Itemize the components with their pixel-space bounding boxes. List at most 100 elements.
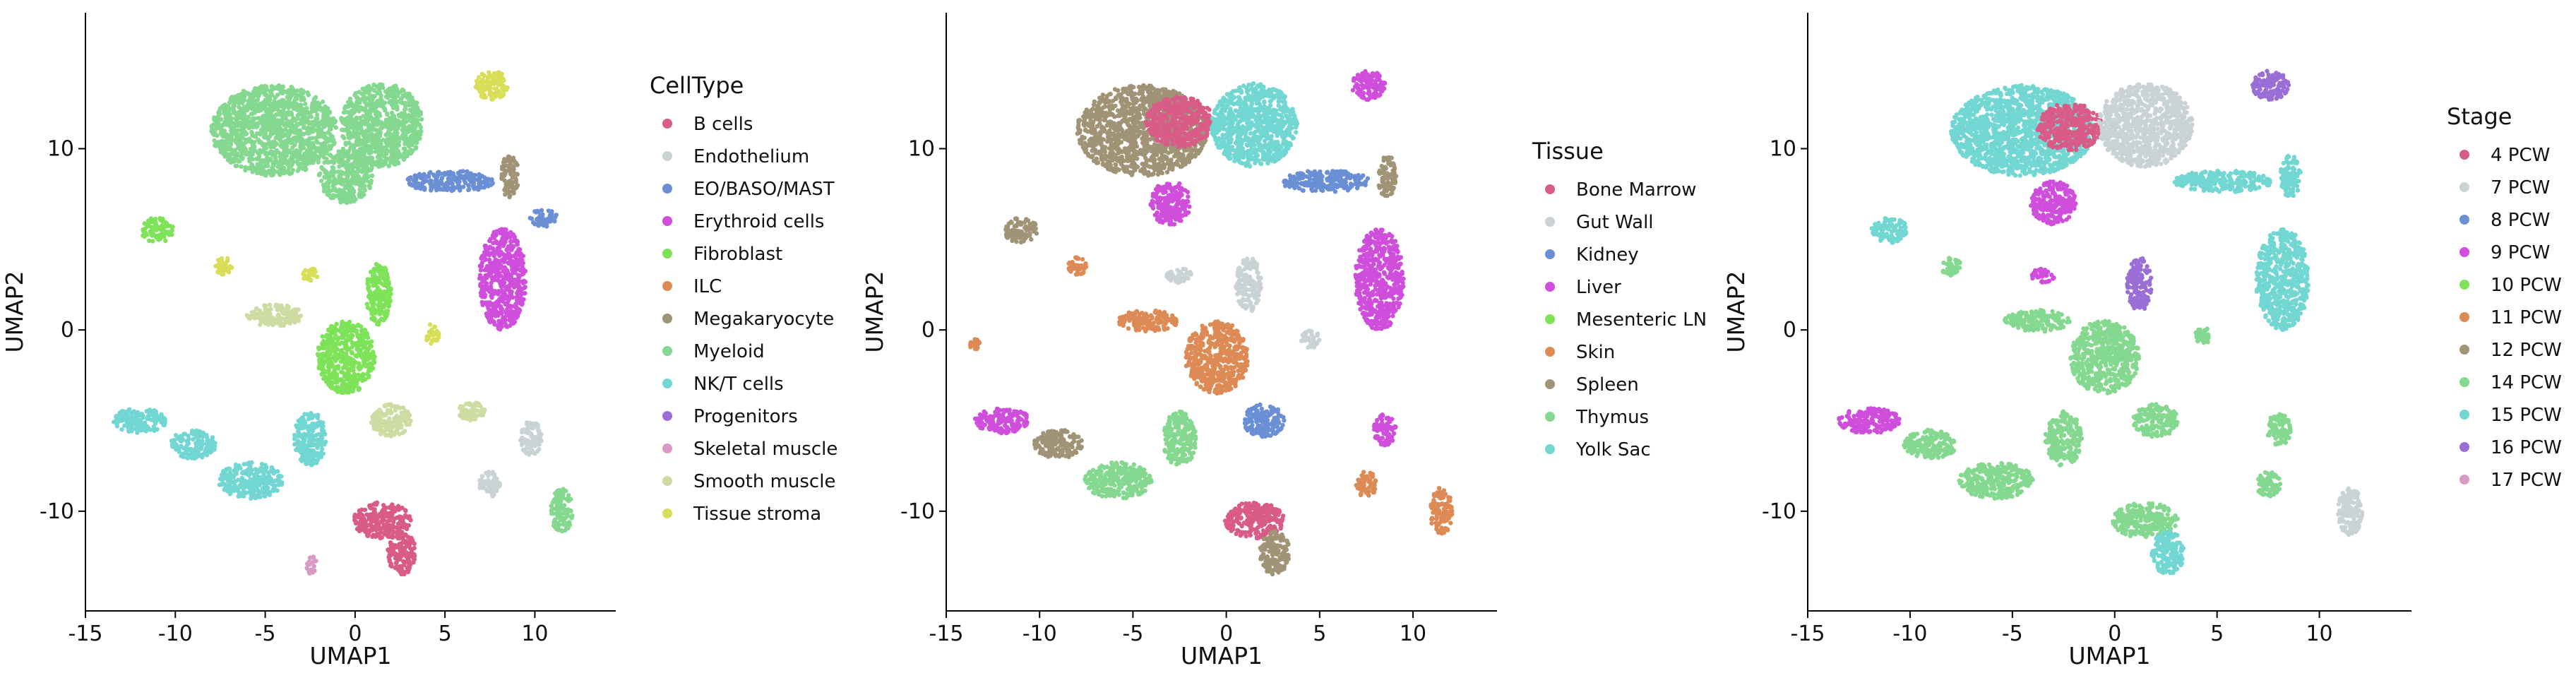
data-point <box>520 429 525 435</box>
data-point <box>294 107 300 112</box>
data-point <box>395 156 400 161</box>
data-point <box>511 270 516 275</box>
data-point <box>511 239 516 244</box>
data-point <box>242 97 247 103</box>
data-point <box>323 104 328 109</box>
data-point <box>512 158 517 163</box>
data-point <box>225 256 230 261</box>
data-point <box>458 188 463 193</box>
data-point <box>352 109 357 114</box>
data-point <box>327 124 332 129</box>
data-point <box>495 258 500 263</box>
data-point <box>497 227 502 233</box>
data-point <box>366 374 371 379</box>
data-point <box>282 310 287 316</box>
data-point <box>390 432 395 437</box>
data-point <box>386 298 391 303</box>
data-point <box>509 247 514 252</box>
data-point <box>344 165 349 170</box>
data-point <box>439 180 444 185</box>
data-point <box>504 85 509 90</box>
data-point <box>382 100 388 105</box>
data-point <box>157 417 162 422</box>
data-point <box>157 232 163 237</box>
data-point <box>508 304 513 310</box>
data-point <box>412 173 417 178</box>
data-point <box>261 134 267 140</box>
data-point <box>414 145 419 150</box>
data-point <box>189 456 194 460</box>
data-point <box>491 81 497 86</box>
data-point <box>496 240 502 246</box>
data-point <box>263 160 268 165</box>
data-point <box>157 216 162 221</box>
data-point <box>135 430 140 435</box>
data-point <box>382 422 387 427</box>
data-point <box>340 381 345 386</box>
point-cluster <box>244 302 304 328</box>
data-point <box>489 314 494 319</box>
data-point <box>389 404 394 409</box>
data-point <box>506 256 512 261</box>
data-point <box>350 164 355 169</box>
data-point <box>246 92 251 97</box>
data-point <box>306 93 311 97</box>
data-point <box>229 116 234 121</box>
data-point <box>226 109 231 114</box>
data-point <box>372 93 377 99</box>
data-point <box>537 446 542 452</box>
data-point <box>327 109 333 114</box>
data-point <box>217 139 222 145</box>
data-point <box>448 179 453 184</box>
data-point <box>357 115 362 121</box>
data-point <box>519 442 525 448</box>
data-point <box>315 140 320 145</box>
point-cluster <box>315 319 377 395</box>
data-point <box>136 421 141 426</box>
data-point <box>446 170 451 175</box>
point-cluster <box>405 169 495 194</box>
data-point <box>290 145 295 150</box>
data-point <box>385 433 390 438</box>
data-point <box>346 153 352 158</box>
data-point <box>370 299 375 304</box>
data-point <box>368 344 373 350</box>
data-point <box>256 89 262 94</box>
data-point <box>395 105 400 110</box>
data-point <box>361 179 366 184</box>
data-point <box>292 313 297 319</box>
data-point <box>511 169 515 174</box>
data-point <box>329 323 334 329</box>
data-point <box>119 427 124 432</box>
data-point <box>297 156 302 162</box>
data-point <box>306 149 311 154</box>
data-point <box>511 191 516 196</box>
point-cluster <box>111 407 167 435</box>
data-point <box>419 117 424 122</box>
data-point <box>261 121 266 127</box>
data-point <box>484 311 489 316</box>
data-point <box>273 155 278 160</box>
data-point <box>331 141 336 147</box>
data-point <box>477 485 482 491</box>
data-point <box>335 366 341 371</box>
data-point <box>304 156 309 162</box>
data-point <box>406 93 412 97</box>
data-point <box>239 475 245 480</box>
data-point <box>280 113 285 118</box>
data-point <box>227 153 233 157</box>
data-point <box>353 353 358 358</box>
point-cluster <box>209 83 338 178</box>
data-point <box>196 438 201 443</box>
data-point <box>280 140 285 145</box>
data-point <box>323 379 329 384</box>
data-point <box>341 110 347 115</box>
data-point <box>484 487 489 492</box>
data-point <box>335 356 340 361</box>
data-point <box>133 411 138 417</box>
data-point <box>273 85 278 90</box>
data-point <box>154 222 159 227</box>
data-point <box>273 95 278 100</box>
data-point <box>326 327 331 333</box>
